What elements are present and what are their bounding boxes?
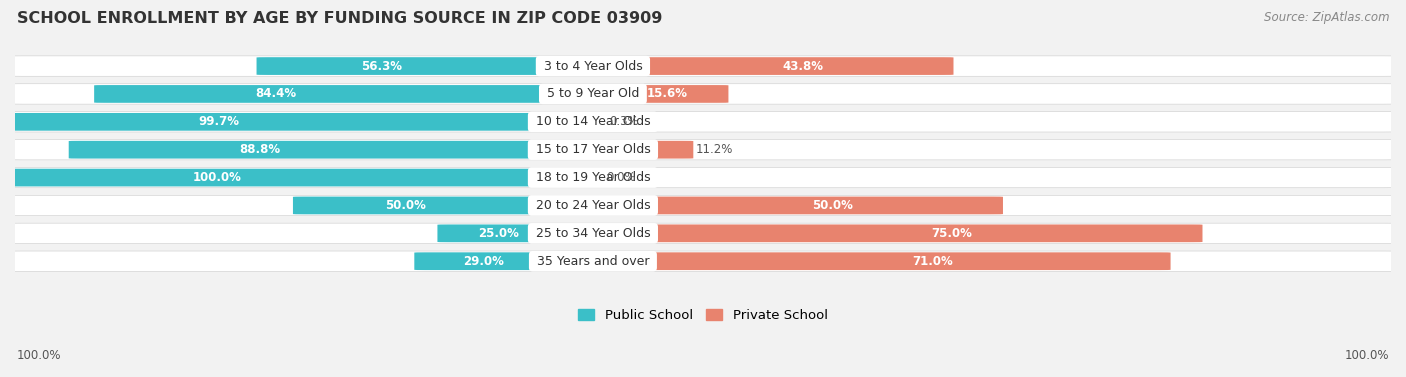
Text: 50.0%: 50.0%	[385, 199, 426, 212]
Text: 18 to 19 Year Olds: 18 to 19 Year Olds	[531, 171, 654, 184]
FancyBboxPatch shape	[582, 113, 606, 131]
Text: 3 to 4 Year Olds: 3 to 4 Year Olds	[540, 60, 647, 72]
Text: Source: ZipAtlas.com: Source: ZipAtlas.com	[1264, 11, 1389, 24]
FancyBboxPatch shape	[582, 196, 1002, 214]
FancyBboxPatch shape	[94, 85, 605, 103]
FancyBboxPatch shape	[582, 252, 1171, 270]
Text: 99.7%: 99.7%	[198, 115, 239, 128]
Text: 56.3%: 56.3%	[361, 60, 402, 72]
Legend: Public School, Private School: Public School, Private School	[574, 304, 832, 328]
Text: 29.0%: 29.0%	[464, 255, 505, 268]
Text: 11.2%: 11.2%	[696, 143, 734, 156]
FancyBboxPatch shape	[582, 141, 693, 159]
FancyBboxPatch shape	[1, 167, 1405, 188]
Text: 75.0%: 75.0%	[932, 227, 973, 240]
Text: 15 to 17 Year Olds: 15 to 17 Year Olds	[531, 143, 654, 156]
Text: 100.0%: 100.0%	[193, 171, 242, 184]
Text: 25.0%: 25.0%	[478, 227, 519, 240]
FancyBboxPatch shape	[582, 57, 953, 75]
FancyBboxPatch shape	[69, 141, 605, 159]
FancyBboxPatch shape	[6, 113, 605, 131]
Text: 88.8%: 88.8%	[239, 143, 280, 156]
FancyBboxPatch shape	[1, 112, 1405, 132]
FancyBboxPatch shape	[437, 224, 605, 242]
Text: SCHOOL ENROLLMENT BY AGE BY FUNDING SOURCE IN ZIP CODE 03909: SCHOOL ENROLLMENT BY AGE BY FUNDING SOUR…	[17, 11, 662, 26]
FancyBboxPatch shape	[4, 169, 605, 187]
FancyBboxPatch shape	[1, 223, 1405, 244]
FancyBboxPatch shape	[415, 252, 605, 270]
FancyBboxPatch shape	[1, 84, 1405, 104]
FancyBboxPatch shape	[582, 85, 728, 103]
Text: 0.0%: 0.0%	[606, 171, 637, 184]
Text: 100.0%: 100.0%	[17, 349, 62, 362]
FancyBboxPatch shape	[1, 251, 1405, 271]
FancyBboxPatch shape	[1, 139, 1405, 160]
FancyBboxPatch shape	[1, 56, 1405, 76]
Text: 50.0%: 50.0%	[811, 199, 853, 212]
Text: 35 Years and over: 35 Years and over	[533, 255, 654, 268]
Text: 100.0%: 100.0%	[1344, 349, 1389, 362]
FancyBboxPatch shape	[582, 169, 605, 187]
FancyBboxPatch shape	[256, 57, 605, 75]
Text: 5 to 9 Year Old: 5 to 9 Year Old	[543, 87, 643, 100]
Text: 15.6%: 15.6%	[647, 87, 688, 100]
Text: 0.3%: 0.3%	[609, 115, 638, 128]
Text: 20 to 24 Year Olds: 20 to 24 Year Olds	[531, 199, 654, 212]
Text: 71.0%: 71.0%	[912, 255, 953, 268]
Text: 84.4%: 84.4%	[256, 87, 297, 100]
Text: 25 to 34 Year Olds: 25 to 34 Year Olds	[531, 227, 654, 240]
Text: 10 to 14 Year Olds: 10 to 14 Year Olds	[531, 115, 654, 128]
FancyBboxPatch shape	[292, 196, 605, 214]
FancyBboxPatch shape	[1, 195, 1405, 216]
Text: 43.8%: 43.8%	[782, 60, 823, 72]
FancyBboxPatch shape	[582, 224, 1202, 242]
